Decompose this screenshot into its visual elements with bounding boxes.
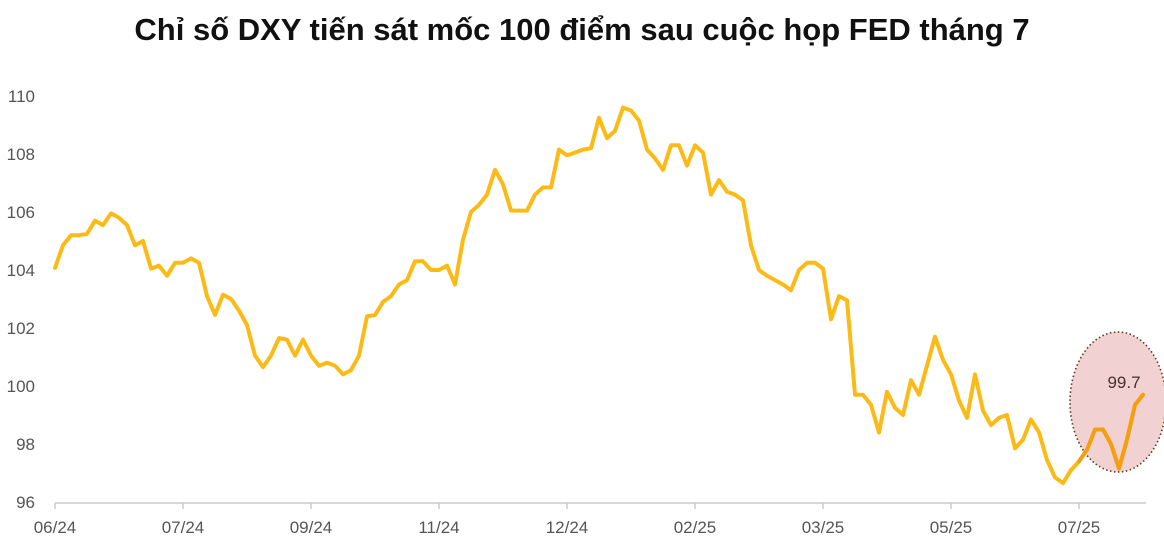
x-tick-label: 05/25	[930, 518, 973, 537]
y-tick-label: 108	[7, 145, 35, 164]
y-tick-label: 102	[7, 319, 35, 338]
y-tick-label: 100	[7, 377, 35, 396]
chart-title: Chỉ số DXY tiến sát mốc 100 điểm sau cuộ…	[134, 12, 1030, 47]
y-tick-label: 104	[7, 261, 35, 280]
y-tick-label: 106	[7, 203, 35, 222]
highlighted-series-segment	[1077, 392, 1145, 471]
y-tick-label: 96	[16, 493, 35, 512]
x-tick-label: 07/25	[1058, 518, 1101, 537]
x-tick-label: 07/24	[162, 518, 205, 537]
x-tick-label: 02/25	[674, 518, 717, 537]
x-tick-label: 06/24	[34, 518, 77, 537]
y-tick-label: 98	[16, 435, 35, 454]
x-tick-label: 03/25	[802, 518, 845, 537]
x-tick-label: 09/24	[290, 518, 333, 537]
last-value-label: 99.7	[1107, 373, 1140, 392]
x-tick-label: 12/24	[546, 518, 589, 537]
dxy-series-line	[53, 105, 1145, 486]
y-tick-label: 110	[8, 87, 35, 106]
x-tick-label: 11/24	[418, 518, 459, 537]
